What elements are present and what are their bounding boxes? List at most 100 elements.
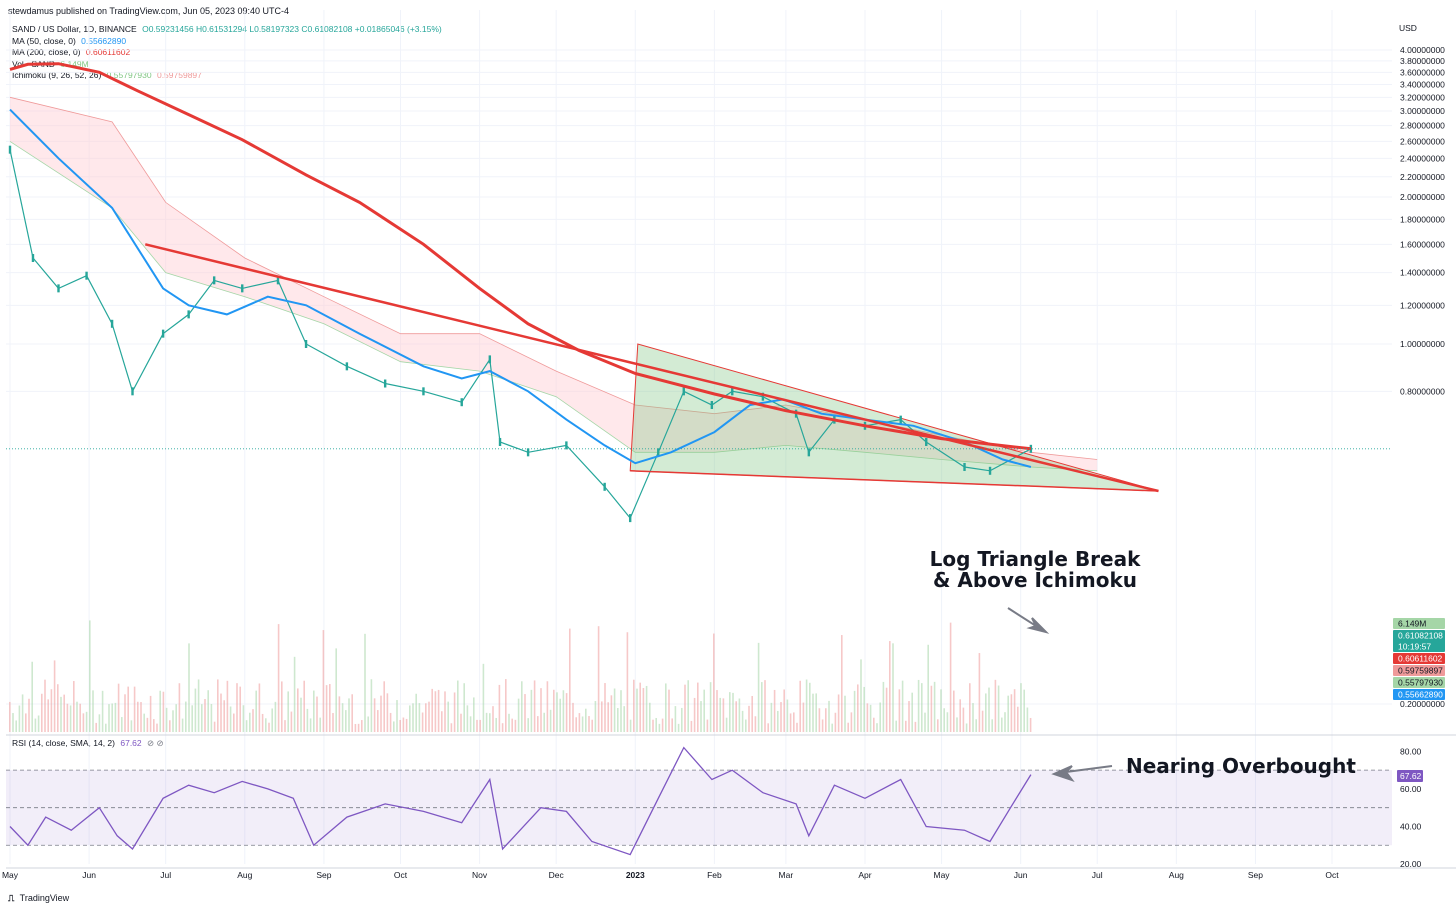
price-candle: [161, 329, 165, 338]
volume-bar: [1026, 707, 1029, 732]
volume-bar: [754, 716, 757, 732]
legend-symbol-row[interactable]: SAND / US Dollar, 1D, BINANCE O0.5923145…: [12, 24, 442, 36]
volume-bar: [306, 708, 309, 732]
volume-bar: [581, 716, 584, 732]
volume-bar: [572, 702, 574, 732]
volume-bar: [671, 718, 673, 732]
volume-bar: [863, 686, 865, 732]
volume-bar: [268, 722, 270, 732]
volume-bar: [287, 691, 289, 732]
volume-bar: [98, 714, 101, 732]
legend-ma50-value: 0.55662890: [81, 35, 127, 46]
volume-bar: [121, 717, 123, 732]
price-candle: [657, 448, 660, 457]
price-badge: [1393, 677, 1445, 688]
rsi-legend-value: 67.62: [120, 738, 142, 748]
volume-bar: [101, 690, 104, 732]
price-tick-label: 2.60000000: [1400, 136, 1445, 146]
volume-bar: [546, 681, 549, 732]
price-tick-label: 3.60000000: [1400, 67, 1445, 77]
volume-bar: [245, 720, 248, 732]
volume-bar: [937, 719, 939, 732]
annotation-triangle-line1: Log Triangle Break: [930, 547, 1142, 571]
price-tick-label: 3.20000000: [1400, 92, 1445, 102]
volume-bar: [693, 697, 696, 732]
volume-bar: [853, 690, 856, 732]
volume-bar: [25, 713, 27, 732]
volume-bar: [652, 719, 654, 732]
volume-bar: [690, 720, 693, 732]
rsi-tick-label: 20.00: [1400, 859, 1422, 869]
legend-ichimoku-row[interactable]: Ichimoku (9, 26, 52, 26) 0.55797930 0.59…: [12, 70, 442, 82]
volume-bar: [681, 707, 683, 732]
volume-bar: [533, 680, 536, 732]
volume-bar: [457, 680, 459, 732]
rsi-legend[interactable]: RSI (14, close, SMA, 14, 2) 67.62 ⊘ ⊘: [12, 738, 164, 749]
volume-bar: [1023, 689, 1025, 732]
rsi-badge: [1397, 770, 1423, 782]
volume-bar: [1001, 717, 1003, 732]
volume-bar: [953, 690, 955, 732]
price-candle: [710, 401, 714, 410]
volume-bar: [799, 680, 801, 732]
volume-bar: [469, 716, 472, 732]
price-badge-text: 0.61082108: [1398, 631, 1443, 641]
price-candle: [212, 276, 216, 285]
volume-bar: [514, 719, 517, 732]
currency-label[interactable]: USD: [1399, 23, 1417, 33]
volume-bar: [463, 683, 465, 732]
volume-bar: [431, 688, 433, 732]
volume-bar: [802, 702, 805, 732]
price-candle: [498, 437, 502, 446]
volume-bar: [108, 704, 110, 732]
volume-bar: [105, 723, 107, 732]
volume-bar: [767, 723, 769, 732]
volume-bar: [873, 717, 875, 732]
price-badge-text: 0.55662890: [1398, 690, 1443, 700]
volume-bar: [309, 718, 312, 732]
price-candle: [422, 387, 425, 396]
volume-bar: [111, 703, 113, 732]
volume-bar: [332, 713, 334, 732]
volume-bar: [466, 705, 469, 732]
volume-bar: [495, 717, 497, 732]
volume-bar: [677, 723, 680, 732]
volume-bar: [553, 689, 555, 732]
ichimoku-cloud: [10, 97, 1098, 471]
ma200-line: [9, 62, 1032, 451]
volume-bar: [489, 713, 491, 732]
volume-bar: [137, 701, 139, 732]
legend-ma50-row[interactable]: MA (50, close, 0) 0.55662890: [12, 36, 442, 48]
tradingview-branding[interactable]: ⎍ TradingView: [8, 893, 69, 904]
volume-bar: [319, 717, 321, 732]
tradingview-logo-icon: ⎍: [8, 893, 15, 903]
time-tick-label: Jun: [1014, 870, 1028, 880]
volume-bar: [236, 683, 238, 732]
volume-bar: [73, 681, 75, 732]
price-tick-label: 3.40000000: [1400, 79, 1445, 89]
volume-bar: [844, 695, 846, 732]
annotation-triangle-arrow: [1007, 607, 1050, 634]
legend-ma200-row[interactable]: MA (200, close, 0) 0.60611602: [12, 47, 442, 59]
price-candle: [963, 462, 966, 471]
volume-bar: [713, 633, 715, 732]
volume-bar: [60, 696, 62, 732]
volume-bar: [786, 699, 789, 732]
volume-bar: [597, 626, 600, 732]
volume-bar: [261, 713, 264, 732]
volume-bar: [866, 703, 869, 732]
volume-bar: [79, 703, 81, 732]
volume-bar: [761, 682, 763, 732]
volume-bar: [901, 680, 904, 732]
time-tick-label: Sep: [316, 870, 331, 880]
volume-bar: [821, 719, 824, 732]
volume-bar: [255, 690, 257, 732]
legend-ichimoku-value1: 0.55797930: [106, 70, 152, 81]
volume-bar: [815, 693, 817, 732]
volume-bar: [745, 719, 747, 732]
volume-bar: [95, 722, 97, 732]
volume-bar: [194, 688, 197, 732]
volume-bar: [425, 703, 427, 732]
volume-bar: [716, 690, 718, 732]
